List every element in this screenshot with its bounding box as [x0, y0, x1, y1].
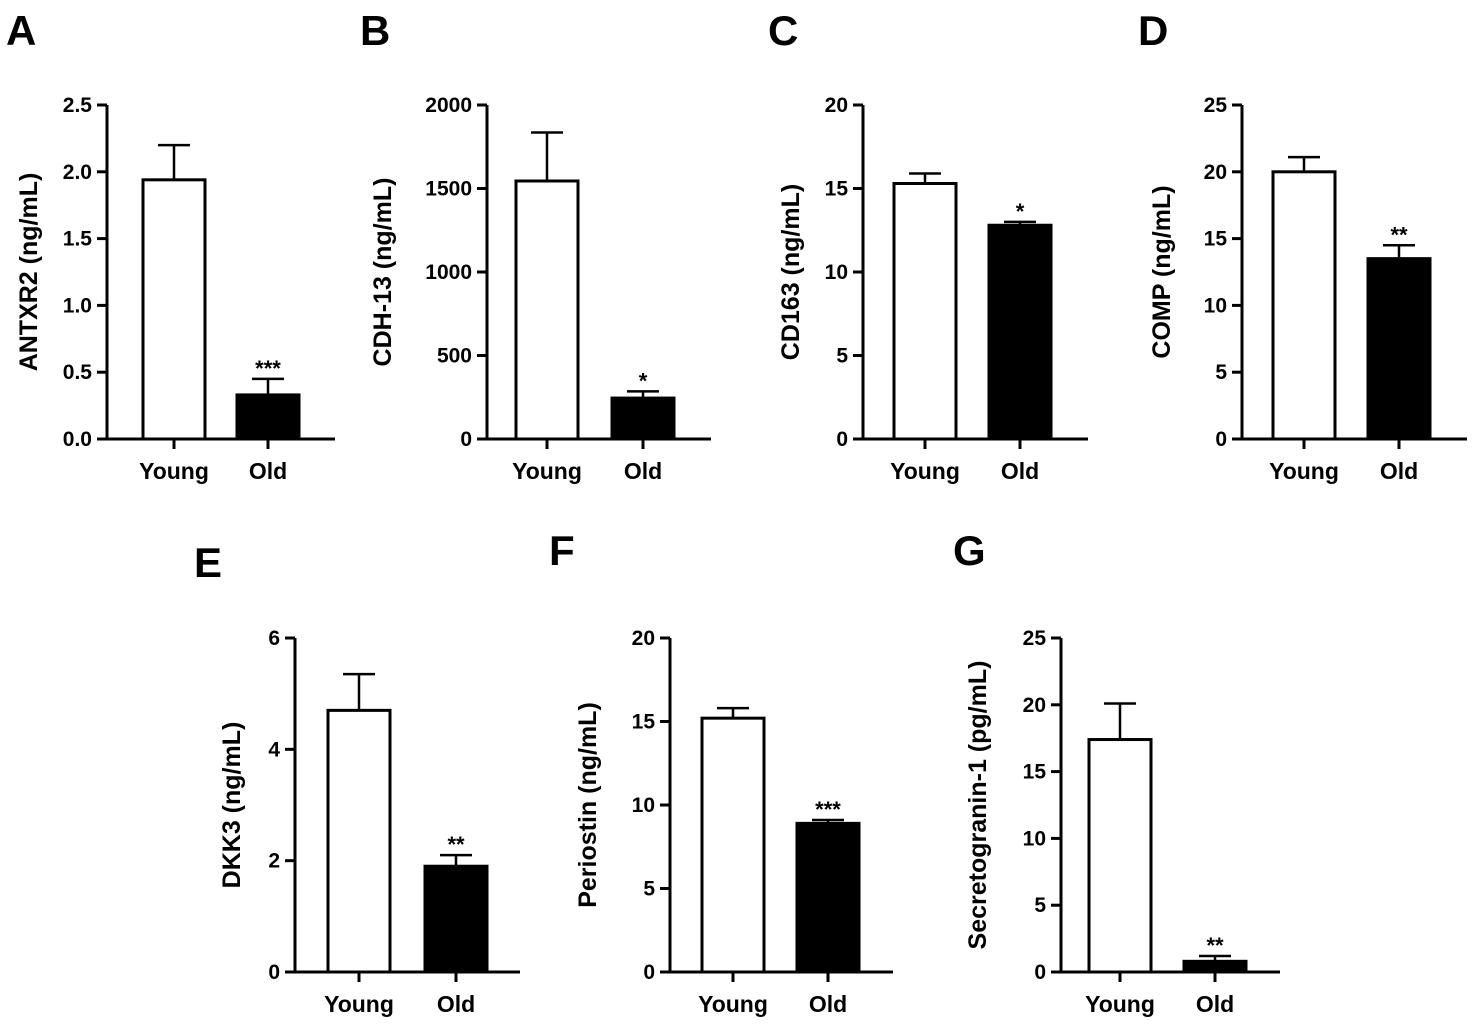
bar-young [700, 716, 766, 974]
y-tick-label: 2 [268, 850, 280, 873]
y-axis-label: ANTXR2 (ng/mL) [15, 173, 43, 372]
x-tick-label: Young [1085, 991, 1155, 1017]
significance-marker: *** [815, 797, 841, 822]
y-tick-label: 2000 [425, 94, 472, 117]
bar-old [610, 396, 676, 441]
panel-c: C CD163 (ng/mL) 0 5 10 15 20 Young Old * [768, 7, 1088, 484]
panel-e: E DKK3 (ng/mL) 0 2 4 6 Young Old ** [194, 539, 520, 1017]
y-tick-label: 10 [1204, 294, 1227, 317]
y-tick-label: 0 [836, 428, 848, 451]
x-tick-label: Old [1380, 458, 1418, 484]
panel-letter: G [953, 527, 986, 574]
y-tick-label: 6 [268, 627, 280, 650]
panel-g: G Secretogranin-1 (pg/mL) 0 5 10 15 20 25 Young O… [953, 527, 1280, 1017]
panel-a: A ANTXR2 (ng/mL) 0.0 0.5 1.0 1.5 2.0 2.5 Young Ol… [6, 7, 335, 484]
x-tick-label: Young [1269, 458, 1339, 484]
panel-letter: C [768, 7, 798, 54]
bar-young [1271, 170, 1337, 441]
y-tick-label: 20 [1204, 161, 1227, 184]
y-tick-label: 1.0 [63, 294, 92, 317]
panel-f: F Periostin (ng/mL) 0 5 10 15 20 Young Old *** [549, 527, 893, 1017]
y-tick-label: 20 [1023, 694, 1046, 717]
bar-young [141, 178, 207, 441]
bar-young [892, 181, 958, 441]
y-tick-label: 10 [825, 261, 848, 284]
y-axis-label: DKK3 (ng/mL) [218, 722, 246, 889]
significance-marker: * [1016, 199, 1025, 224]
bar-old [235, 393, 301, 441]
x-tick-label: Old [249, 458, 287, 484]
y-tick-label: 25 [1204, 94, 1228, 117]
y-tick-label: 2.0 [63, 161, 92, 184]
panel-d: D COMP (ng/mL) 0 5 10 15 20 25 Young Old ** [1138, 7, 1467, 484]
x-tick-label: Young [139, 458, 209, 484]
y-tick-label: 1500 [425, 178, 472, 201]
y-axis-label: CD163 (ng/mL) [777, 184, 805, 360]
y-tick-label: 15 [1204, 228, 1228, 251]
y-tick-label: 1.5 [63, 228, 93, 251]
y-tick-label: 5 [643, 878, 655, 901]
y-tick-label: 0.5 [63, 361, 93, 384]
x-tick-label: Young [324, 991, 394, 1017]
y-tick-label: 25 [1023, 627, 1047, 650]
panel-letter: B [360, 7, 390, 54]
x-tick-label: Old [1196, 991, 1234, 1017]
bar-old [1182, 959, 1248, 974]
x-tick-label: Young [890, 458, 960, 484]
x-tick-label: Young [512, 458, 582, 484]
y-tick-label: 15 [632, 711, 656, 734]
y-tick-label: 1000 [425, 261, 472, 284]
bar-young [1087, 738, 1153, 974]
panel-letter: F [549, 527, 575, 574]
y-axis-label: Secretogranin-1 (pg/mL) [964, 661, 992, 950]
x-tick-label: Old [809, 991, 847, 1017]
bar-old [423, 864, 489, 974]
y-tick-label: 4 [268, 738, 280, 761]
bar-old [987, 223, 1053, 441]
significance-marker: *** [255, 356, 281, 381]
y-tick-label: 5 [1215, 361, 1227, 384]
y-tick-label: 500 [437, 345, 472, 368]
y-tick-label: 15 [1023, 761, 1047, 784]
y-axis-label: Periostin (ng/mL) [574, 702, 602, 908]
y-tick-label: 5 [1034, 894, 1046, 917]
y-tick-label: 10 [632, 794, 655, 817]
y-tick-label: 2.5 [63, 94, 93, 117]
significance-marker: ** [447, 832, 465, 857]
panel-letter: D [1138, 7, 1168, 54]
x-tick-label: Young [698, 991, 768, 1017]
x-tick-label: Old [624, 458, 662, 484]
significance-marker: * [639, 368, 648, 393]
y-tick-label: 5 [836, 345, 848, 368]
panel-b: B CDH-13 (ng/mL) 0 500 1000 1500 2000 Young Old * [360, 7, 711, 484]
bar-young [514, 179, 580, 441]
y-tick-label: 10 [1023, 827, 1046, 850]
y-tick-label: 0.0 [63, 428, 92, 451]
panel-letter: E [194, 539, 222, 586]
panel-letter: A [6, 7, 36, 54]
y-tick-label: 0 [460, 428, 472, 451]
y-axis-label: COMP (ng/mL) [1148, 185, 1176, 358]
significance-marker: ** [1390, 222, 1408, 247]
y-tick-label: 0 [1215, 428, 1227, 451]
y-tick-label: 0 [1034, 961, 1046, 984]
x-tick-label: Old [1001, 458, 1039, 484]
y-axis-label: CDH-13 (ng/mL) [369, 178, 397, 367]
y-tick-label: 20 [632, 627, 655, 650]
significance-marker: ** [1206, 933, 1224, 958]
bar-old [1366, 257, 1432, 441]
y-tick-label: 0 [643, 961, 655, 984]
bar-young [326, 708, 392, 974]
bar-old [795, 821, 861, 974]
y-tick-label: 20 [825, 94, 848, 117]
x-tick-label: Old [437, 991, 475, 1017]
y-tick-label: 0 [268, 961, 280, 984]
y-tick-label: 15 [825, 178, 849, 201]
